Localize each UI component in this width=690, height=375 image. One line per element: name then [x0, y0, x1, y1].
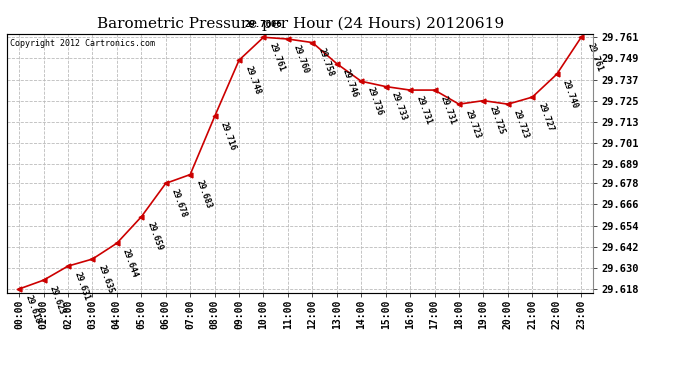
Text: 29.7606: 29.7606 [245, 20, 282, 29]
Text: 29.659: 29.659 [146, 221, 164, 252]
Text: 29.623: 29.623 [48, 284, 66, 316]
Text: 29.631: 29.631 [72, 270, 91, 302]
Text: 29.635: 29.635 [97, 263, 115, 294]
Text: Copyright 2012 Cartronics.com: Copyright 2012 Cartronics.com [10, 39, 155, 48]
Text: 29.731: 29.731 [414, 94, 433, 126]
Text: 29.683: 29.683 [195, 179, 213, 210]
Text: 29.736: 29.736 [366, 86, 384, 117]
Text: 29.716: 29.716 [219, 121, 237, 152]
Text: 29.678: 29.678 [170, 188, 188, 219]
Text: 29.725: 29.725 [488, 105, 506, 136]
Text: 29.727: 29.727 [536, 101, 555, 132]
Text: 29.733: 29.733 [390, 91, 408, 122]
Text: 29.723: 29.723 [463, 108, 482, 140]
Text: 29.644: 29.644 [121, 248, 140, 279]
Text: 29.723: 29.723 [512, 108, 531, 140]
Text: 29.618: 29.618 [23, 293, 42, 324]
Text: 29.758: 29.758 [317, 47, 335, 78]
Text: 29.761: 29.761 [268, 41, 286, 73]
Text: 29.731: 29.731 [439, 94, 457, 126]
Text: 29.740: 29.740 [561, 78, 580, 110]
Title: Barometric Pressure per Hour (24 Hours) 20120619: Barometric Pressure per Hour (24 Hours) … [97, 17, 504, 31]
Text: 29.746: 29.746 [341, 68, 359, 99]
Text: 29.760: 29.760 [292, 43, 310, 75]
Text: 29.761: 29.761 [585, 41, 604, 73]
Text: 29.748: 29.748 [243, 64, 262, 96]
